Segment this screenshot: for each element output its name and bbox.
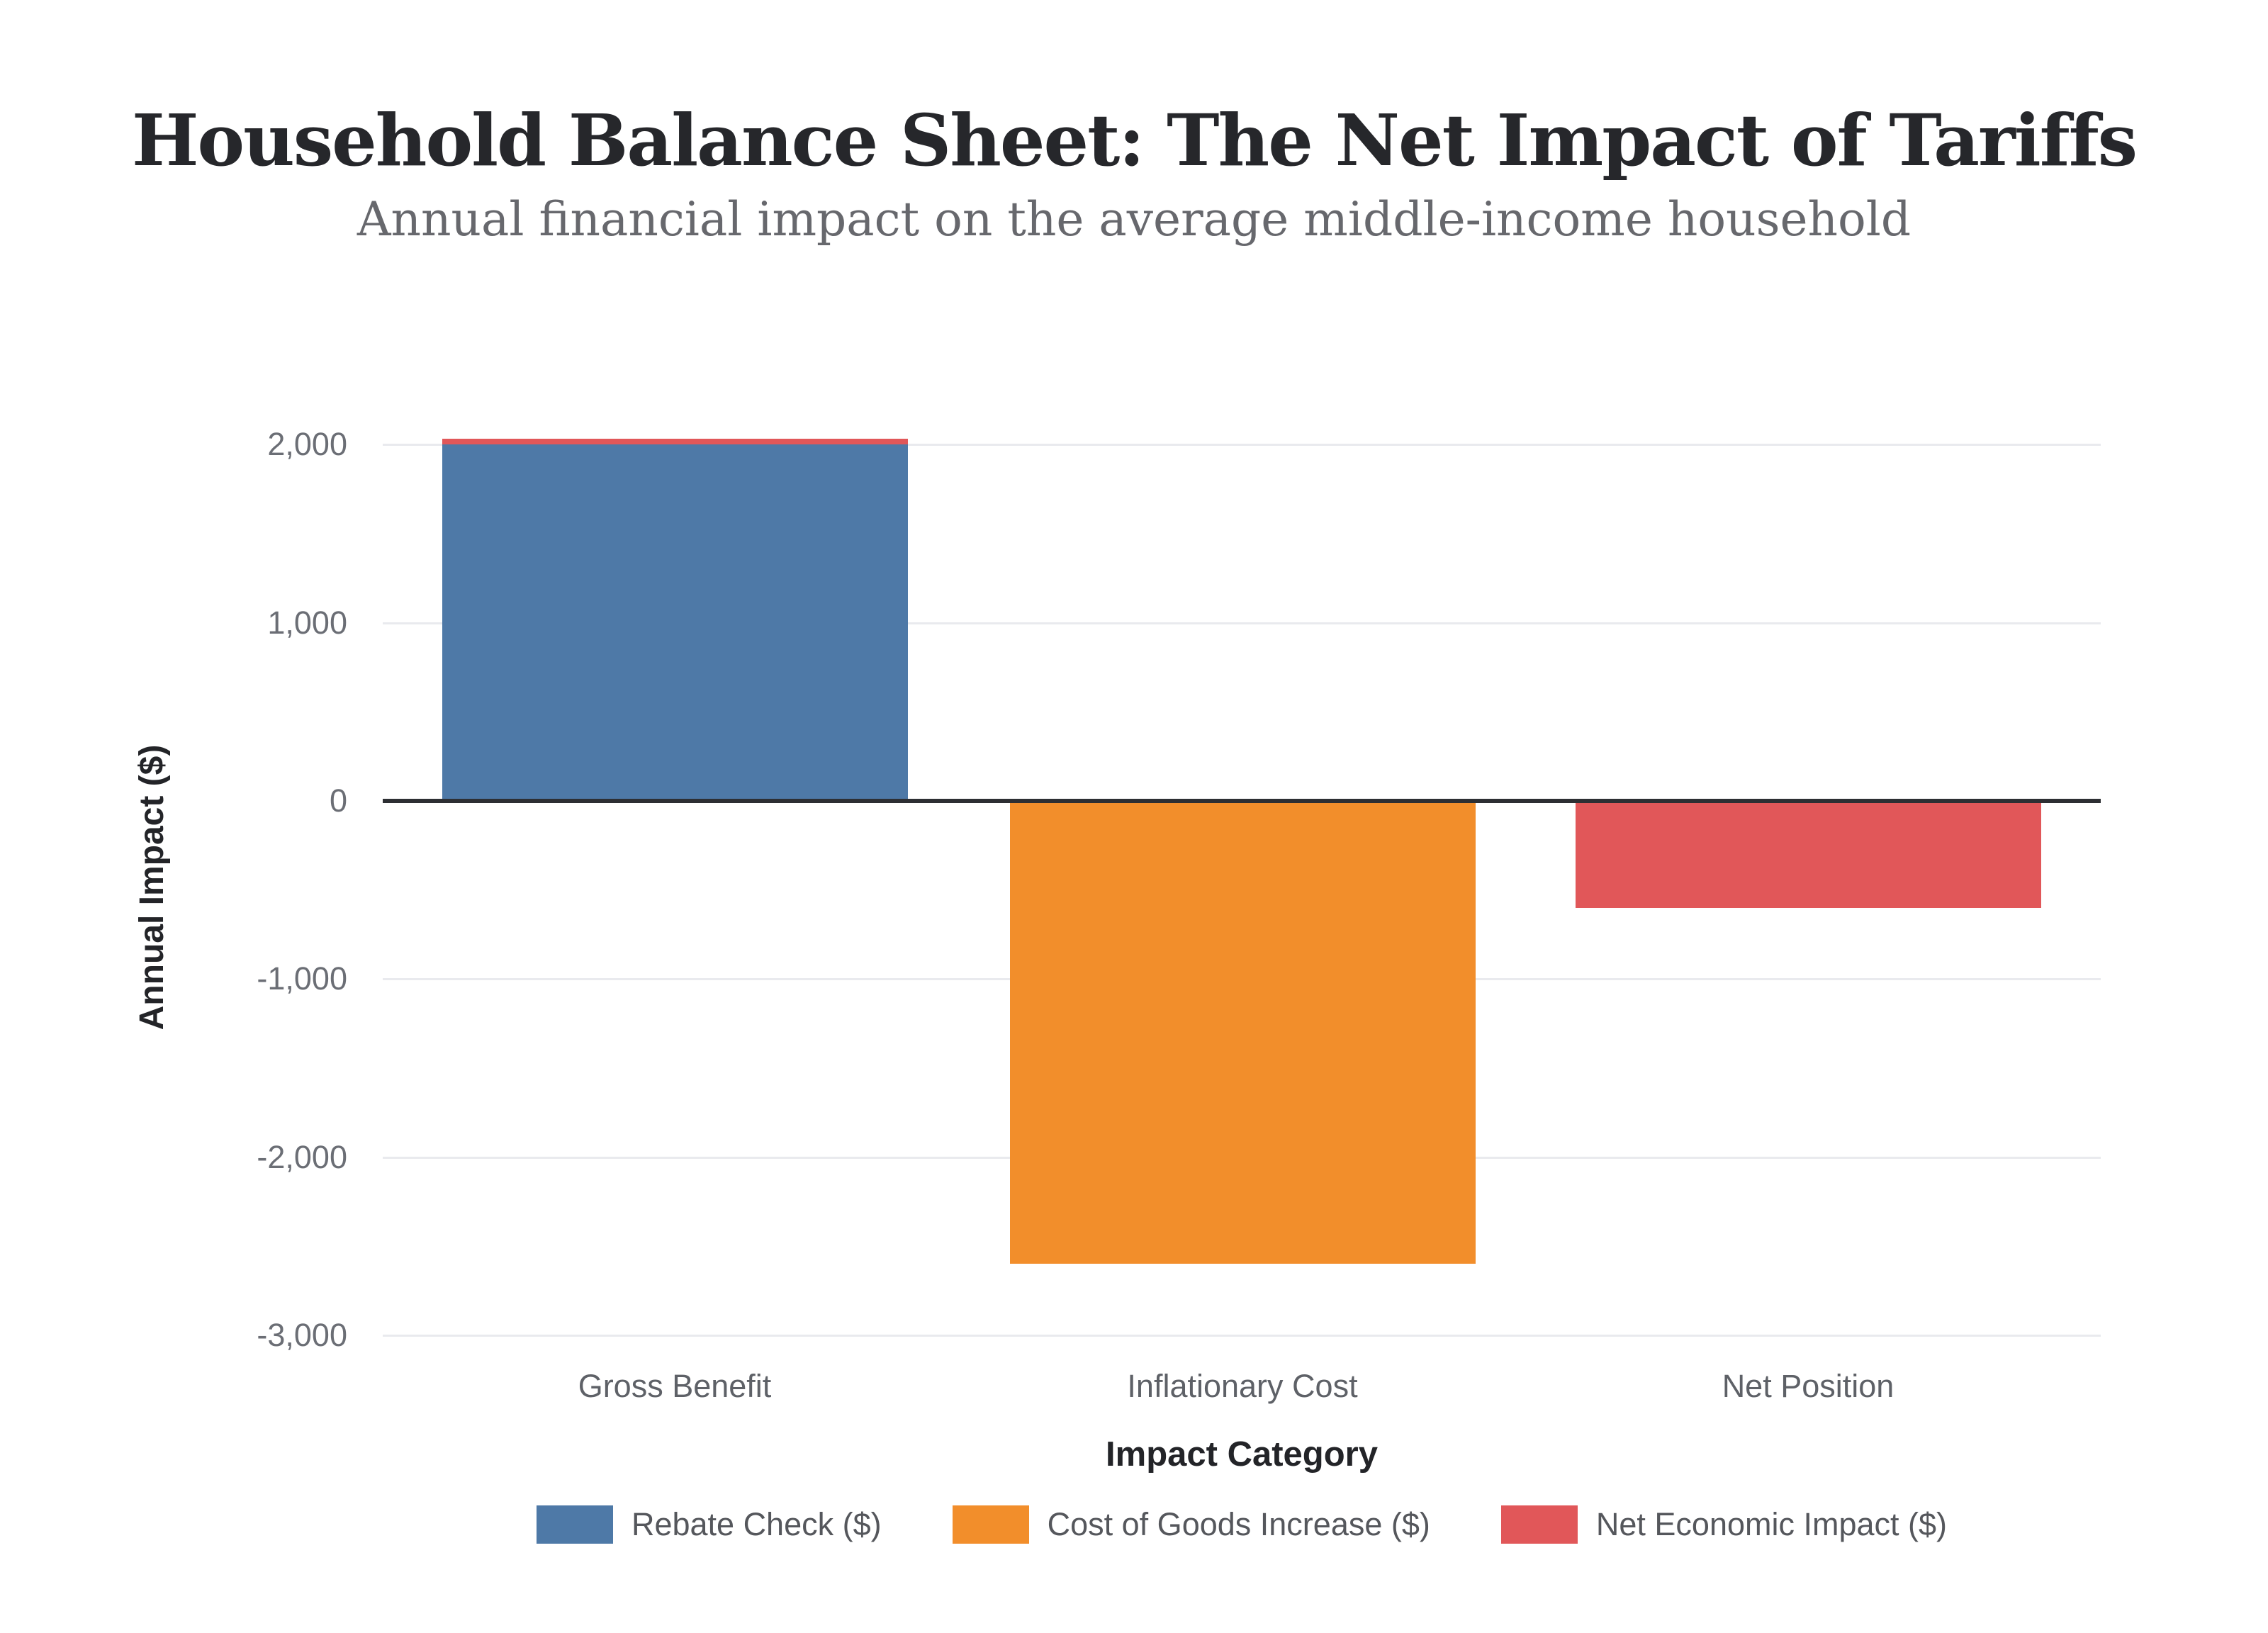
y-tick-label: 1,000 xyxy=(267,605,347,641)
legend: Rebate Check ($) Cost of Goods Increase (… xyxy=(383,1504,2101,1545)
legend-item: Net Economic Impact ($) xyxy=(1500,1505,1948,1544)
legend-swatch xyxy=(536,1505,613,1544)
x-tick-label: Inflationary Cost xyxy=(1127,1368,1358,1404)
legend-label: Cost of Goods Increase ($) xyxy=(1047,1506,1430,1542)
y-tick-label: -2,000 xyxy=(257,1139,347,1175)
x-tick-label: Gross Benefit xyxy=(578,1368,772,1404)
bar-net-position xyxy=(1575,801,2041,908)
legend-label: Net Economic Impact ($) xyxy=(1595,1506,1948,1542)
legend-swatch xyxy=(952,1505,1029,1544)
legend-item: Rebate Check ($) xyxy=(536,1505,882,1544)
bar-top-accent xyxy=(442,439,908,444)
zero-axis-line xyxy=(383,799,2101,803)
legend-label: Rebate Check ($) xyxy=(631,1506,882,1542)
y-tick-label: 2,000 xyxy=(267,426,347,462)
y-tick-label: -3,000 xyxy=(257,1317,347,1353)
gridline xyxy=(383,622,2101,624)
y-tick-label: -1,000 xyxy=(257,960,347,997)
bar-inflationary-cost xyxy=(1009,801,1476,1264)
gridline xyxy=(383,1335,2101,1337)
x-axis-title: Impact Category xyxy=(1106,1435,1378,1474)
x-tick-label: Net Position xyxy=(1722,1368,1894,1404)
gridline xyxy=(383,444,2101,446)
chart-title: Household Balance Sheet: The Net Impact … xyxy=(131,99,2138,182)
legend-swatch xyxy=(1500,1505,1578,1544)
chart-subtitle: Annual financial impact on the average m… xyxy=(357,192,1911,247)
bar-gross-benefit xyxy=(442,444,908,801)
legend-item: Cost of Goods Increase ($) xyxy=(952,1505,1430,1544)
y-tick-label: 0 xyxy=(329,782,347,819)
